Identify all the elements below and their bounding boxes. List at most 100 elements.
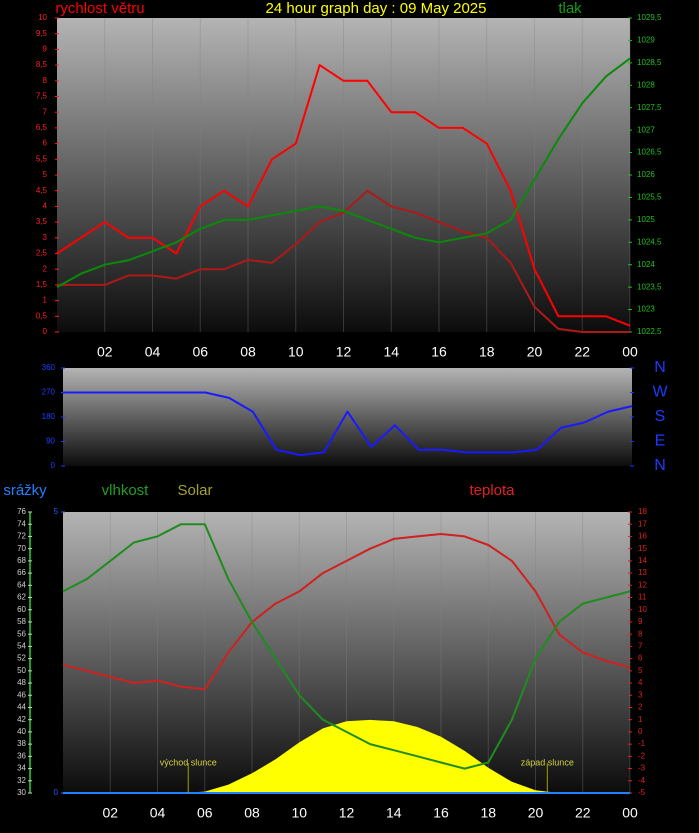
y3-tick-label: 44 bbox=[17, 703, 26, 712]
x-tick-label: 10 bbox=[288, 344, 304, 360]
y3-tick-label: 72 bbox=[17, 532, 26, 541]
x-tick-label: 04 bbox=[150, 805, 166, 821]
y3-tick-label: 30 bbox=[17, 788, 26, 797]
y2-tick-label: S bbox=[655, 408, 666, 425]
y2-tick-label: 18 bbox=[638, 507, 647, 516]
y-tick-label: 1,5 bbox=[36, 280, 48, 289]
y-tick-label: 0 bbox=[54, 788, 59, 797]
y2-tick-label: 1027,5 bbox=[637, 103, 662, 112]
y-tick-label: 9,5 bbox=[36, 29, 48, 38]
y-tick-label: 5,5 bbox=[36, 154, 48, 163]
y-tick-label: 270 bbox=[42, 388, 56, 397]
y2-tick-label: 10 bbox=[638, 605, 647, 614]
y3-tick-label: 32 bbox=[17, 776, 26, 785]
y-tick-label: 3,5 bbox=[36, 217, 48, 226]
y2-tick-label: N bbox=[654, 359, 666, 376]
y2-tick-label: 2 bbox=[638, 703, 643, 712]
x-tick-label: 14 bbox=[386, 805, 402, 821]
y-tick-label: 90 bbox=[46, 437, 55, 446]
y2-tick-label: 1029 bbox=[637, 36, 655, 45]
y2-tick-label: 11 bbox=[638, 593, 647, 602]
y2-tick-label: 15 bbox=[638, 544, 647, 553]
y3-tick-label: 66 bbox=[17, 568, 26, 577]
y2-tick-label: 4 bbox=[638, 678, 643, 687]
y2-tick-label: 5 bbox=[638, 666, 643, 675]
y3-tick-label: 34 bbox=[17, 764, 26, 773]
x-tick-label: 10 bbox=[291, 805, 307, 821]
y2-tick-label: 1028 bbox=[637, 80, 655, 89]
x-tick-label: 04 bbox=[145, 344, 161, 360]
y-tick-label: 8 bbox=[43, 76, 48, 85]
x-tick-label: 00 bbox=[622, 805, 638, 821]
y-tick-label: 2,5 bbox=[36, 249, 48, 258]
y3-tick-label: 46 bbox=[17, 690, 26, 699]
x-tick-label: 22 bbox=[574, 344, 590, 360]
y-tick-label: 2 bbox=[43, 264, 48, 273]
y2-tick-label: 13 bbox=[638, 568, 647, 577]
x-tick-label: 16 bbox=[431, 344, 447, 360]
y-tick-label: 4,5 bbox=[36, 186, 48, 195]
x-tick-label: 00 bbox=[622, 344, 638, 360]
y3-tick-label: 40 bbox=[17, 727, 26, 736]
y2-tick-label: W bbox=[652, 384, 668, 401]
line bbox=[63, 391, 633, 457]
y3-tick-label: 52 bbox=[17, 654, 26, 663]
y3-tick-label: 42 bbox=[17, 715, 26, 724]
y-tick-label: 180 bbox=[42, 412, 56, 421]
x-tick-label: 02 bbox=[97, 344, 113, 360]
y3-tick-label: 64 bbox=[17, 580, 26, 589]
y2-tick-label: 1 bbox=[638, 715, 643, 724]
axis-label: vlhkost bbox=[102, 482, 150, 499]
y2-tick-label: 8 bbox=[638, 629, 643, 638]
x-tick-label: 14 bbox=[383, 344, 399, 360]
annotation: východ slunce bbox=[160, 757, 217, 767]
chart-title: 24 hour graph day : 09 May 2025 bbox=[266, 0, 487, 17]
y2-tick-label: 1027 bbox=[637, 125, 655, 134]
x-tick-label: 06 bbox=[192, 344, 208, 360]
y-tick-label: 0,5 bbox=[36, 311, 48, 320]
y3-tick-label: 36 bbox=[17, 751, 26, 760]
y2-tick-label: 1023,5 bbox=[637, 282, 662, 291]
y-tick-label: 9 bbox=[43, 45, 48, 54]
y3-tick-label: 58 bbox=[17, 617, 26, 626]
y2-tick-label: -5 bbox=[638, 788, 646, 797]
y2-tick-label: 1026 bbox=[637, 170, 655, 179]
y3-tick-label: 76 bbox=[17, 507, 26, 516]
y2-tick-label: -3 bbox=[638, 764, 646, 773]
y2-tick-label: N bbox=[654, 457, 666, 474]
x-tick-label: 02 bbox=[102, 805, 118, 821]
y2-tick-label: E bbox=[655, 433, 666, 450]
y2-tick-label: 1024,5 bbox=[637, 237, 662, 246]
y2-tick-label: -2 bbox=[638, 751, 646, 760]
y3-tick-label: 62 bbox=[17, 593, 26, 602]
axis-label: tlak bbox=[558, 0, 582, 17]
axis-label: srážky bbox=[3, 482, 47, 499]
area bbox=[63, 719, 630, 793]
y2-tick-label: 1025 bbox=[637, 215, 655, 224]
y2-tick-label: 9 bbox=[638, 617, 643, 626]
y2-tick-label: 0 bbox=[638, 727, 643, 736]
y3-tick-label: 38 bbox=[17, 739, 26, 748]
plot-area bbox=[57, 18, 630, 332]
y-tick-label: 1 bbox=[43, 296, 48, 305]
y3-tick-label: 74 bbox=[17, 519, 26, 528]
y2-tick-label: -4 bbox=[638, 776, 646, 785]
y3-tick-label: 70 bbox=[17, 544, 26, 553]
y2-tick-label: 6 bbox=[638, 654, 643, 663]
y-tick-label: 5 bbox=[54, 507, 59, 516]
axis-label: teplota bbox=[469, 482, 515, 499]
y-tick-label: 6,5 bbox=[36, 123, 48, 132]
y2-tick-label: 1028,5 bbox=[637, 58, 662, 67]
y-tick-label: 7,5 bbox=[36, 92, 48, 101]
x-tick-label: 06 bbox=[197, 805, 213, 821]
x-tick-label: 12 bbox=[339, 805, 355, 821]
x-tick-label: 18 bbox=[480, 805, 496, 821]
y-tick-label: 4 bbox=[43, 202, 48, 211]
y3-tick-label: 50 bbox=[17, 666, 26, 675]
x-tick-label: 12 bbox=[336, 344, 352, 360]
line bbox=[62, 533, 631, 691]
y2-tick-label: 1024 bbox=[637, 260, 655, 269]
y-tick-label: 5 bbox=[43, 170, 48, 179]
y3-tick-label: 68 bbox=[17, 556, 26, 565]
